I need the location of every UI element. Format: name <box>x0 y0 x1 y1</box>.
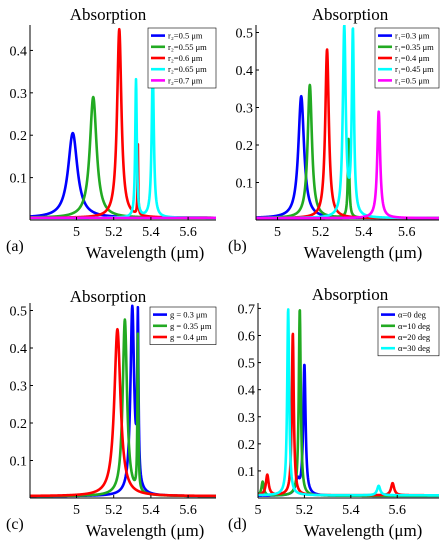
legend-entry-label: r₂=0.55 μm <box>168 42 207 52</box>
x-tick-label: 5.2 <box>312 225 330 240</box>
y-tick-label: 0.3 <box>10 380 28 395</box>
panel-label: (d) <box>228 516 247 533</box>
chart-title: Absorption <box>70 5 147 24</box>
series-line-4 <box>258 308 439 497</box>
y-tick-label: 0.2 <box>10 417 28 432</box>
series-group <box>30 304 216 498</box>
legend-entry-label: r₁=0.3 μm <box>395 31 430 41</box>
y-tick-label: 0.5 <box>236 27 254 42</box>
legend-entry-label: r₂=0.5 μm <box>168 31 203 41</box>
y-tick-label: 0.4 <box>10 44 28 59</box>
y-tick-label: 0.4 <box>236 64 254 79</box>
legend-entry-label: r₂=0.65 μm <box>168 64 207 74</box>
x-tick-label: 5.4 <box>342 503 360 518</box>
y-tick-label: 0.6 <box>238 330 256 345</box>
x-tick-label: 5.4 <box>355 225 373 240</box>
y-tick-label: 0.5 <box>10 305 28 320</box>
y-tick-label: 0.1 <box>236 177 254 192</box>
x-tick-label: 5.6 <box>388 503 406 518</box>
y-tick-label: 0.3 <box>236 102 254 117</box>
panel-label: (c) <box>6 516 24 533</box>
legend-entry-label: g = 0.3 μm <box>170 310 208 320</box>
y-tick-label: 0.3 <box>238 411 256 426</box>
chart-title: Absorption <box>312 285 389 304</box>
legend-entry-label: α=10 deg <box>398 321 431 331</box>
legend: g = 0.3 μmg = 0.35 μmg = 0.4 μm <box>149 306 217 345</box>
chart-panel-a: 5 5.2 5.4 5.6 0.1 0.2 0.3 0.4 Absorption Waveleng… <box>6 5 217 262</box>
x-tick-label: 5.4 <box>142 503 160 518</box>
x-tick-label: 5.4 <box>142 225 160 240</box>
x-tick-label: 5 <box>255 503 262 518</box>
x-tick-label: 5.6 <box>398 225 416 240</box>
x-axis-label: Wavelength (μm) <box>86 243 205 262</box>
panel-label: (a) <box>6 238 24 255</box>
x-tick-label: 5.2 <box>105 225 123 240</box>
x-tick-label: 5 <box>73 225 80 240</box>
x-tick-label: 5 <box>73 503 80 518</box>
series-group <box>256 25 439 220</box>
y-tick-label: 0.5 <box>238 357 256 372</box>
legend-entry-label: r₁=0.5 μm <box>395 75 430 85</box>
legend-entry-label: g = 0.35 μm <box>170 321 212 331</box>
x-axis-label: Wavelength (μm) <box>86 521 205 540</box>
y-tick-label: 0.3 <box>10 87 28 102</box>
legend-entry-label: r₂=0.6 μm <box>168 53 203 63</box>
legend-entry-label: α=30 deg <box>398 343 431 353</box>
legend-entry-label: α=0 deg <box>398 310 427 320</box>
chart-title: Absorption <box>70 287 147 306</box>
series-group <box>258 308 439 498</box>
y-tick-label: 0.1 <box>10 455 28 470</box>
legend-entry-label: α=20 deg <box>398 332 431 342</box>
x-tick-label: 5.2 <box>105 503 123 518</box>
chart-panel-b: 5 5.2 5.4 5.6 0.1 0.2 0.3 0.4 0.5 Absorption Wavel… <box>228 5 440 262</box>
y-tick-label: 0.7 <box>238 302 256 317</box>
series-line-3 <box>30 327 216 498</box>
legend-entry-label: r₁=0.35 μm <box>395 42 434 52</box>
panel-label: (b) <box>228 238 247 255</box>
legend-entry-label: g = 0.4 μm <box>170 332 208 342</box>
series-line-5 <box>256 110 439 220</box>
x-tick-label: 5.6 <box>179 225 197 240</box>
y-tick-label: 0.1 <box>238 465 256 480</box>
series-line-2 <box>30 318 216 498</box>
y-tick-label: 0.2 <box>238 438 256 453</box>
y-tick-label: 0.2 <box>10 129 28 144</box>
x-tick-label: 5.2 <box>296 503 314 518</box>
legend-entry-label: r₁=0.45 μm <box>395 64 434 74</box>
y-tick-label: 0.1 <box>10 172 28 187</box>
x-axis-label: Wavelength (μm) <box>304 243 423 262</box>
x-tick-label: 5.6 <box>179 503 197 518</box>
x-tick-label: 5 <box>274 225 281 240</box>
legend-entry-label: r₂=0.7 μm <box>168 75 203 85</box>
legend-entry-label: r₁=0.4 μm <box>395 53 430 63</box>
chart-panel-d: 5 5.2 5.4 5.6 0.1 0.2 0.3 0.4 0.5 0.6 0.7 Absorptio… <box>228 285 440 540</box>
y-tick-label: 0.4 <box>238 384 256 399</box>
chart-panel-c: 5 5.2 5.4 5.6 0.1 0.2 0.3 0.4 0.5 Absorption Wavel… <box>6 287 217 540</box>
y-tick-label: 0.4 <box>10 342 28 357</box>
chart-title: Absorption <box>312 5 389 24</box>
series-group <box>30 27 216 220</box>
y-tick-label: 0.2 <box>236 139 254 154</box>
x-axis-label: Wavelength (μm) <box>304 521 423 540</box>
